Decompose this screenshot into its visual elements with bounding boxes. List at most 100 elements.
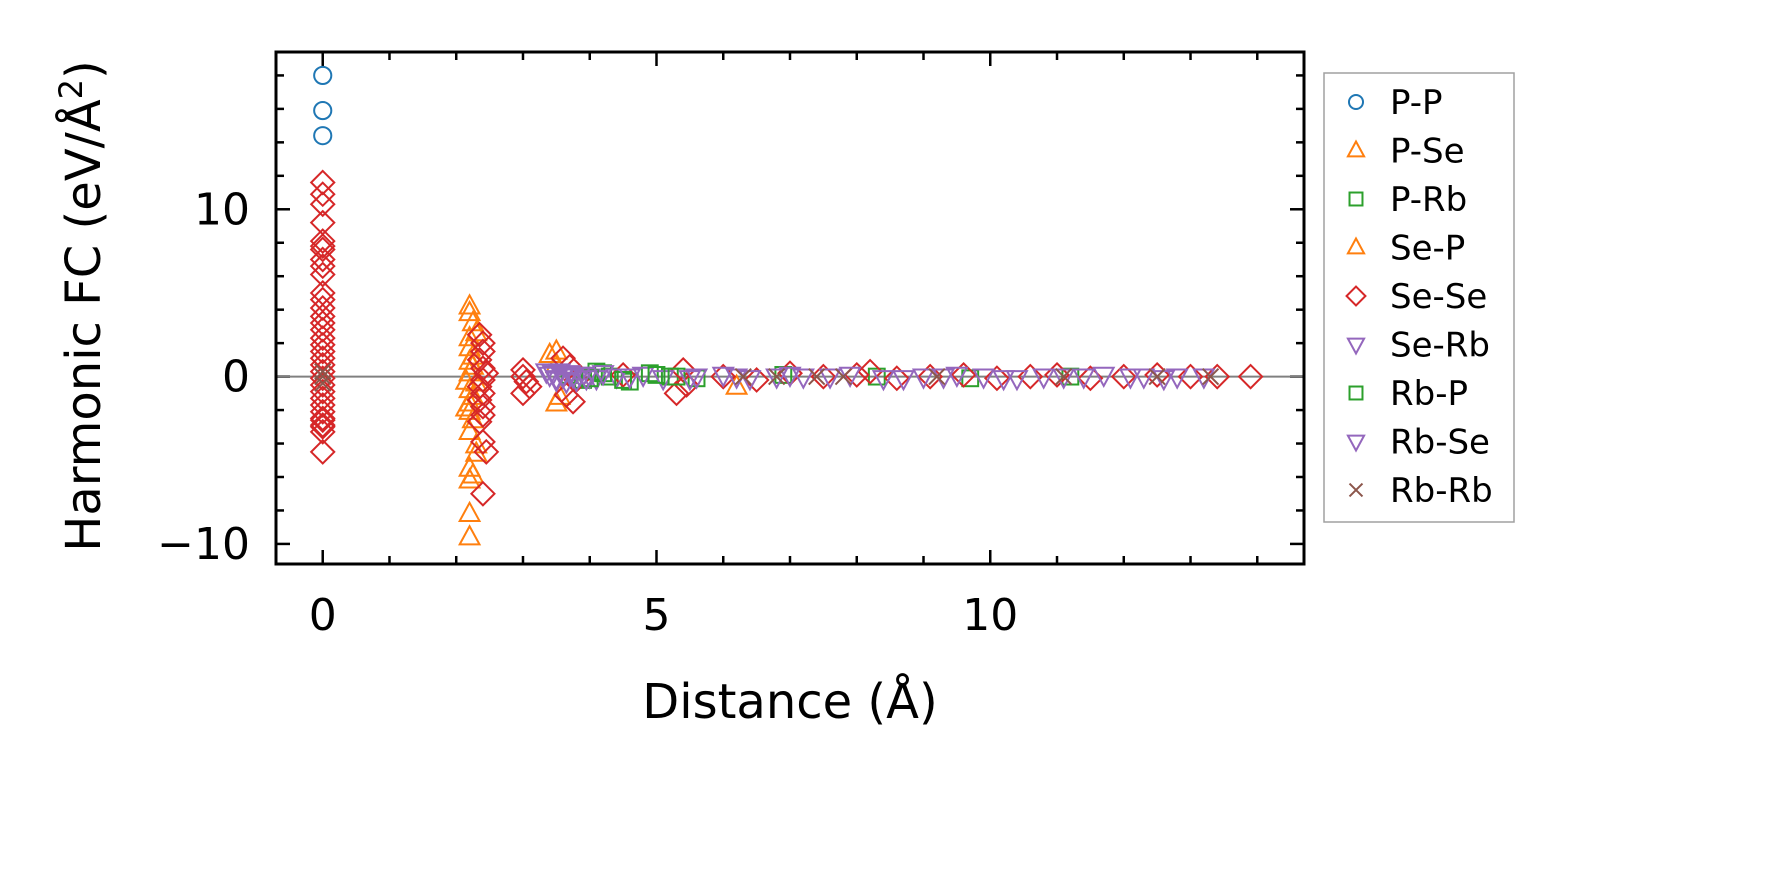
legend-label-rb-rb: Rb-Rb (1390, 471, 1493, 511)
data-point-rb-rb (808, 367, 826, 386)
legend-label-p-rb: P-Rb (1390, 180, 1467, 220)
x-tick-label: 10 (962, 590, 1018, 641)
data-point-se-se (1110, 363, 1137, 390)
legend-label-p-se: P-Se (1390, 132, 1465, 172)
series-rb-rb (314, 362, 1220, 392)
y-tick-label: 10 (194, 184, 250, 235)
x-tick-label: 5 (642, 590, 670, 641)
y-tick-label: −10 (157, 519, 250, 570)
data-point-se-se (309, 253, 336, 280)
data-point-se-se (1017, 363, 1044, 390)
x-tick-label: 0 (309, 590, 337, 641)
legend-label-rb-se: Rb-Se (1390, 423, 1490, 463)
data-point-se-se (917, 363, 944, 390)
data-point-rb-se (574, 370, 598, 392)
data-point-p-se (457, 467, 482, 489)
data-point-rb-rb (734, 367, 752, 386)
data-point-rb-rb (834, 367, 853, 386)
data-point-se-rb (1052, 368, 1076, 390)
data-point-rb-rb (314, 374, 332, 392)
legend-markers (1345, 93, 1367, 498)
legend-label-rb-p: Rb-P (1390, 374, 1468, 414)
data-point-p-se (457, 524, 482, 546)
data-point-se-se (473, 438, 500, 465)
y-axis-label-main: Harmonic FC (eV/Å (55, 99, 112, 552)
data-point-se-se (1177, 363, 1204, 390)
series-p-p (313, 65, 333, 146)
data-point-p-p (313, 65, 333, 86)
data-point-rb-se (618, 368, 642, 390)
data-point-se-se (309, 236, 336, 263)
data-point-se-rb (1165, 368, 1189, 390)
data-point-se-se (663, 380, 690, 407)
data-point-se-se (309, 412, 336, 439)
data-point-rb-p (667, 367, 686, 386)
data-point-se-rb (765, 368, 789, 390)
data-point-se-se (309, 181, 336, 208)
data-point-se-rb (971, 368, 996, 390)
legend-label-se-p: Se-P (1390, 229, 1465, 269)
data-point-se-se (1204, 363, 1231, 390)
data-point-se-rb (538, 366, 562, 389)
data-point-rb-rb (1055, 367, 1073, 386)
data-point-se-se (309, 338, 336, 365)
legend-marker-rb-se (1346, 434, 1366, 453)
x-tick-labels: 0 5 10 (309, 590, 1019, 641)
legend-label-se-se: Se-Se (1390, 277, 1487, 317)
data-point-se-se (466, 321, 493, 348)
data-point-se-se (950, 361, 977, 388)
data-point-se-se (883, 365, 910, 392)
data-point-p-rb (640, 364, 659, 383)
data-point-se-se (983, 365, 1010, 392)
data-points (309, 65, 1264, 546)
data-point-se-se (309, 233, 336, 260)
data-point-rb-se (1118, 368, 1143, 390)
data-point-rb-se (992, 370, 1016, 392)
y-tick-label: 0 (222, 352, 250, 403)
data-point-p-p (313, 126, 333, 146)
plot-frame (274, 50, 1306, 566)
legend-marker-p-rb (1348, 191, 1364, 207)
data-point-rb-se (778, 366, 802, 389)
data-point-rb-se (678, 370, 702, 392)
data-point-p-se (725, 373, 749, 395)
data-point-se-rb (1005, 370, 1029, 392)
legend-marker-se-se (1345, 285, 1367, 307)
data-point-se-rb (711, 366, 735, 389)
data-point-se-se (857, 358, 884, 385)
legend-label-p-p: P-P (1390, 83, 1443, 123)
data-point-se-se (309, 331, 336, 358)
data-point-rb-rb (928, 367, 946, 386)
data-point-se-se (309, 365, 336, 392)
data-point-rb-p (614, 371, 633, 389)
series-p-se (454, 293, 749, 546)
data-point-p-se (457, 500, 482, 522)
legend-marker-p-se (1346, 139, 1366, 158)
data-point-se-se (560, 388, 587, 415)
data-point-se-se (309, 191, 336, 218)
data-point-rb-se (911, 368, 936, 390)
data-point-se-se (1044, 361, 1070, 388)
data-point-se-rb (891, 370, 916, 392)
data-point-rb-p (647, 366, 666, 384)
data-point-rb-se (561, 368, 585, 390)
data-point-rb-se (818, 368, 842, 390)
data-point-se-se (309, 407, 336, 434)
data-point-se-se (469, 480, 496, 507)
legend-marker-rb-p (1348, 385, 1364, 401)
data-point-se-p (538, 341, 562, 363)
data-point-se-se (1237, 363, 1264, 390)
legend-frame (1323, 72, 1515, 523)
data-point-p-rb (867, 367, 886, 386)
data-point-se-se (810, 363, 837, 390)
data-point-se-se (670, 356, 697, 383)
data-point-se-se (309, 372, 336, 398)
y-tick-labels: −10 0 10 (157, 184, 250, 570)
data-point-se-se (309, 398, 336, 425)
data-point-rb-rb (314, 367, 332, 386)
series-se-se (309, 169, 1264, 507)
data-point-se-rb (1132, 368, 1156, 390)
data-point-rb-se (591, 365, 615, 387)
data-point-se-se (510, 363, 536, 390)
